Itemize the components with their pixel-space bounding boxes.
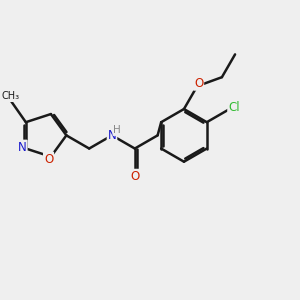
Text: O: O xyxy=(130,170,140,183)
Text: Cl: Cl xyxy=(228,101,240,114)
Text: CH₃: CH₃ xyxy=(2,91,20,101)
Text: N: N xyxy=(108,129,116,142)
Text: O: O xyxy=(44,152,53,166)
Text: H: H xyxy=(113,125,121,135)
Text: O: O xyxy=(194,77,203,90)
Text: N: N xyxy=(18,141,27,154)
